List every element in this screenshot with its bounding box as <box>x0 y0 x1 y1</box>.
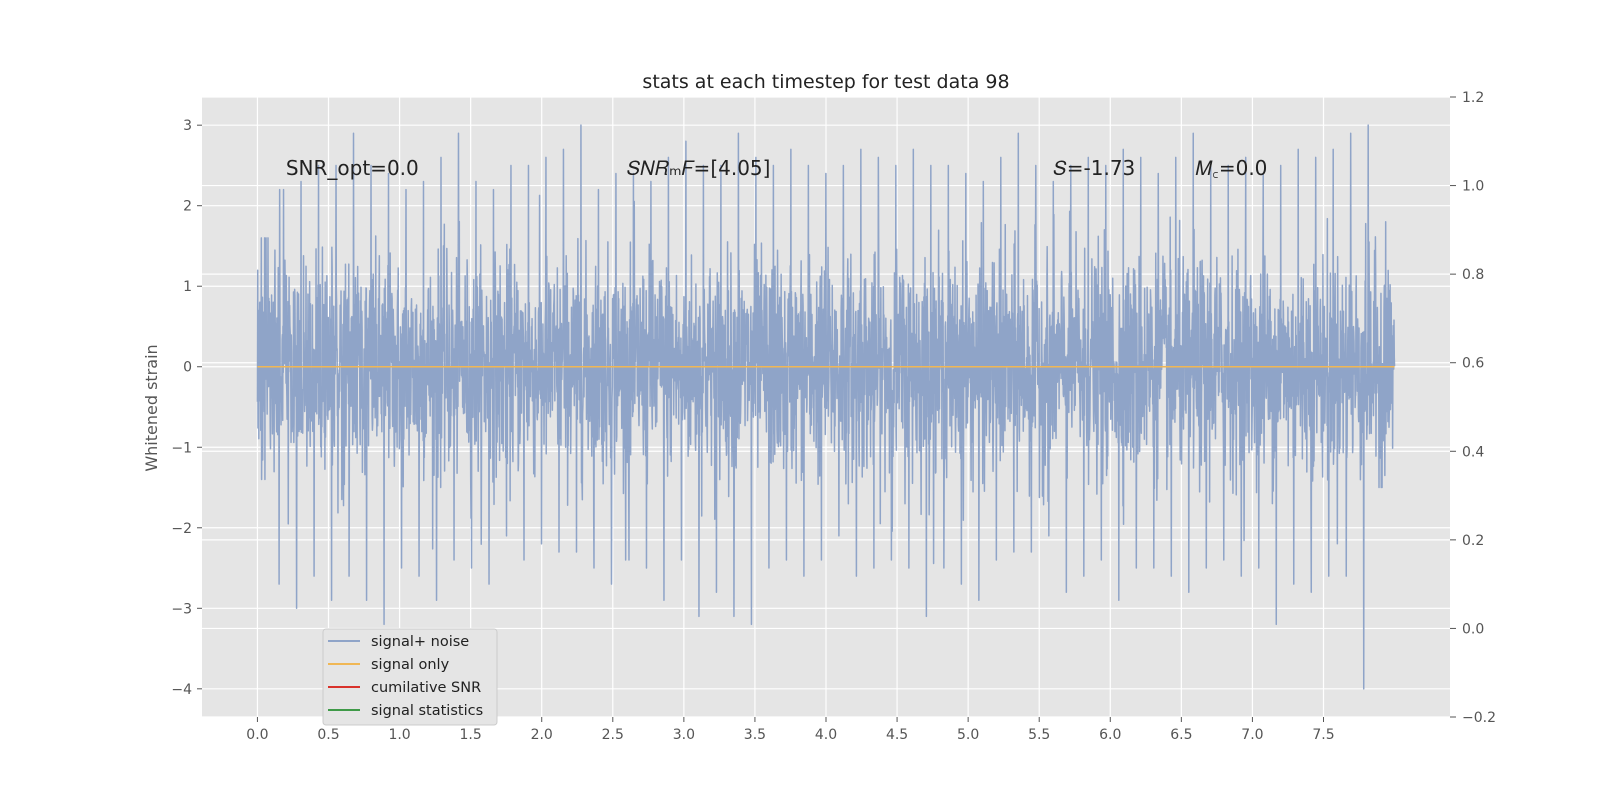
legend: signal+ noise signal only cumilative SNR si… <box>322 628 498 726</box>
legend-label: cumilative SNR <box>371 680 481 696</box>
y-tick-label: −3 <box>171 601 192 617</box>
x-tick-label: 1.0 <box>388 727 410 743</box>
legend-label: signal statistics <box>371 703 483 719</box>
y-axis-ticks: 3 2 1 0 −1 −2 −3 −4 <box>171 118 202 698</box>
x-tick-label: 5.0 <box>957 727 979 743</box>
x-tick-label: 1.5 <box>460 727 482 743</box>
stat-annotation: 𝑆=-1.73 <box>1053 156 1135 180</box>
y-tick-label: 3 <box>183 118 192 134</box>
x-tick-label: 0.0 <box>246 727 268 743</box>
right-y-axis-ticks: 1.2 1.0 0.8 0.6 0.4 0.2 0.0 −0.2 <box>1450 90 1496 726</box>
y2-tick-label: −0.2 <box>1462 710 1496 726</box>
x-tick-label: 7.5 <box>1312 727 1334 743</box>
x-tick-label: 2.5 <box>602 727 624 743</box>
y-axis-label: Whitened strain <box>142 344 161 471</box>
series-layer <box>256 124 1396 690</box>
legend-label: signal+ noise <box>371 634 469 650</box>
x-tick-label: 7.0 <box>1241 727 1263 743</box>
x-tick-label: 3.5 <box>744 727 766 743</box>
stat-annotation: 𝑀꜀=0.0 <box>1196 156 1268 180</box>
x-tick-label: 2.0 <box>531 727 553 743</box>
x-tick-label: 4.5 <box>886 727 908 743</box>
y-tick-label: −2 <box>171 521 192 537</box>
x-tick-label: 4.0 <box>815 727 837 743</box>
x-tick-label: 3.0 <box>673 727 695 743</box>
chart-title: stats at each timestep for test data 98 <box>642 71 1009 93</box>
y-tick-label: −1 <box>171 440 192 456</box>
y2-tick-label: 0.0 <box>1462 621 1484 637</box>
x-tick-label: 0.5 <box>317 727 339 743</box>
y2-tick-label: 0.6 <box>1462 356 1484 372</box>
legend-box <box>322 628 498 726</box>
y2-tick-label: 1.0 <box>1462 179 1484 195</box>
y2-tick-label: 1.2 <box>1462 90 1484 106</box>
x-axis-ticks: 0.0 0.5 1.0 1.5 2.0 2.5 3.0 3.5 4.0 4.5 5.0 5.5 6.0 6… <box>246 717 1335 743</box>
stat-annotation: 𝑆𝑁𝑅ₘ𝐹=[4.05] <box>627 156 770 180</box>
y-tick-label: 2 <box>183 199 192 215</box>
y-tick-label: 1 <box>183 279 192 295</box>
y2-tick-label: 0.4 <box>1462 444 1484 460</box>
x-tick-label: 6.5 <box>1170 727 1192 743</box>
y-tick-label: −4 <box>171 682 192 698</box>
stat-annotation: SNR_opt=0.0 <box>286 156 419 180</box>
legend-label: signal only <box>371 657 450 673</box>
x-tick-label: 6.0 <box>1099 727 1121 743</box>
x-tick-label: 5.5 <box>1028 727 1050 743</box>
y2-tick-label: 0.8 <box>1462 267 1484 283</box>
annotations: SNR_opt=0.0 𝑆𝑁𝑅ₘ𝐹=[4.05] 𝑆=-1.73 𝑀꜀=0.0 <box>286 156 1268 180</box>
y-tick-label: 0 <box>183 360 192 376</box>
y2-tick-label: 0.2 <box>1462 533 1484 549</box>
